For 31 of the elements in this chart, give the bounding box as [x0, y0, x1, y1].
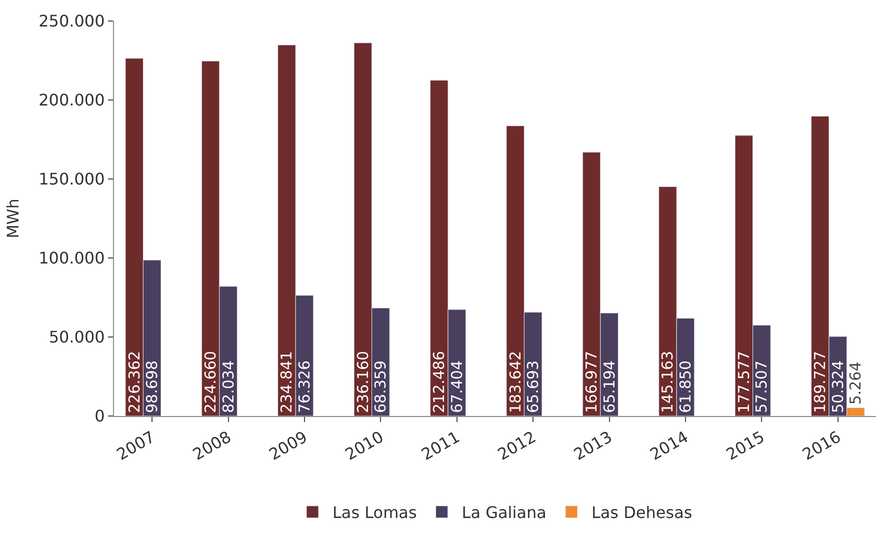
- data-label: 236.160: [354, 350, 372, 413]
- data-label: 234.841: [278, 350, 296, 413]
- data-label: 212.486: [430, 350, 448, 413]
- data-label: 189.727: [811, 350, 830, 413]
- y-tick-label: 0: [94, 406, 105, 426]
- y-tick-label: 250.000: [38, 12, 105, 31]
- legend-label: Las Lomas: [332, 503, 417, 522]
- data-label: 177.577: [734, 350, 753, 413]
- data-label: 76.326: [296, 360, 314, 413]
- data-label: 61.850: [676, 360, 694, 413]
- data-label: 98.698: [143, 360, 162, 413]
- data-label: 226.362: [125, 350, 144, 413]
- data-label: 57.507: [752, 360, 771, 413]
- legend-label: La Galiana: [462, 503, 546, 522]
- y-tick-label: 150.000: [38, 170, 105, 189]
- legend-label: Las Dehesas: [591, 503, 692, 522]
- y-tick-label: 200.000: [38, 90, 105, 110]
- data-label: 145.163: [658, 350, 677, 413]
- data-label: 67.404: [448, 360, 466, 413]
- data-label: 82.034: [219, 360, 238, 413]
- data-label: 65.693: [524, 360, 542, 413]
- data-label: 183.642: [506, 350, 524, 413]
- data-label: 50.324: [828, 360, 847, 413]
- data-label: 68.359: [372, 360, 390, 413]
- y-tick-label: 100.000: [38, 248, 105, 268]
- data-label: 166.977: [582, 350, 601, 413]
- y-axis-title: MWh: [4, 198, 23, 238]
- data-label: 224.660: [202, 350, 220, 413]
- data-label: 65.194: [600, 360, 618, 413]
- y-tick-label: 50.000: [48, 328, 105, 347]
- data-label: 5.264: [846, 362, 865, 405]
